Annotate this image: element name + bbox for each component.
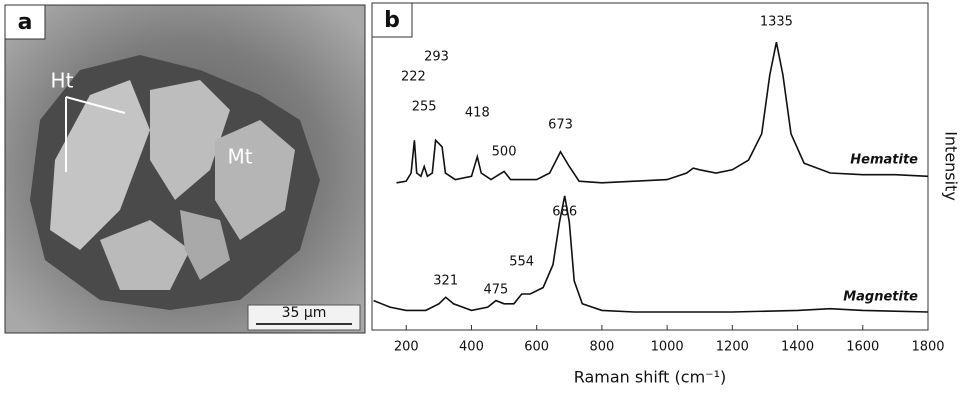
x-tick-label: 1800 xyxy=(911,340,944,355)
x-tick-label: 1400 xyxy=(781,340,814,355)
panel-label: a xyxy=(18,10,33,35)
micrograph: 35 µm Ht Mt a xyxy=(5,5,365,333)
x-tick-label: 600 xyxy=(524,340,549,355)
peak-label: 418 xyxy=(465,106,490,121)
x-tick-label: 1600 xyxy=(846,340,879,355)
x-tick-label: 1000 xyxy=(651,340,684,355)
x-tick-label: 1200 xyxy=(716,340,749,355)
x-tick-label: 200 xyxy=(394,340,419,355)
x-tick-label: 800 xyxy=(589,340,614,355)
peak-label: 673 xyxy=(548,118,573,133)
callout-mt: Mt xyxy=(227,145,252,169)
panel-label: b xyxy=(384,8,400,33)
y-axis-label: Intensity xyxy=(942,131,961,201)
callout-ht: Ht xyxy=(51,69,74,93)
figure: 35 µm Ht Mt a b Raman shift (cm⁻¹) Inten… xyxy=(0,0,967,391)
peak-label: 293 xyxy=(424,50,449,65)
series-label: Magnetite xyxy=(843,290,918,305)
x-axis-label: Raman shift (cm⁻¹) xyxy=(574,368,727,387)
peak-label: 500 xyxy=(492,145,517,160)
x-tick-label: 400 xyxy=(459,340,484,355)
peak-label: 321 xyxy=(433,274,458,289)
scale-bar-label: 35 µm xyxy=(282,305,327,321)
peak-label: 1335 xyxy=(760,15,793,30)
peak-label: 554 xyxy=(509,255,534,270)
peak-label: 475 xyxy=(484,283,509,298)
peak-label: 686 xyxy=(552,205,577,220)
peak-label: 222 xyxy=(401,70,426,85)
series-label: Hematite xyxy=(850,153,918,168)
peak-label: 255 xyxy=(412,100,437,115)
